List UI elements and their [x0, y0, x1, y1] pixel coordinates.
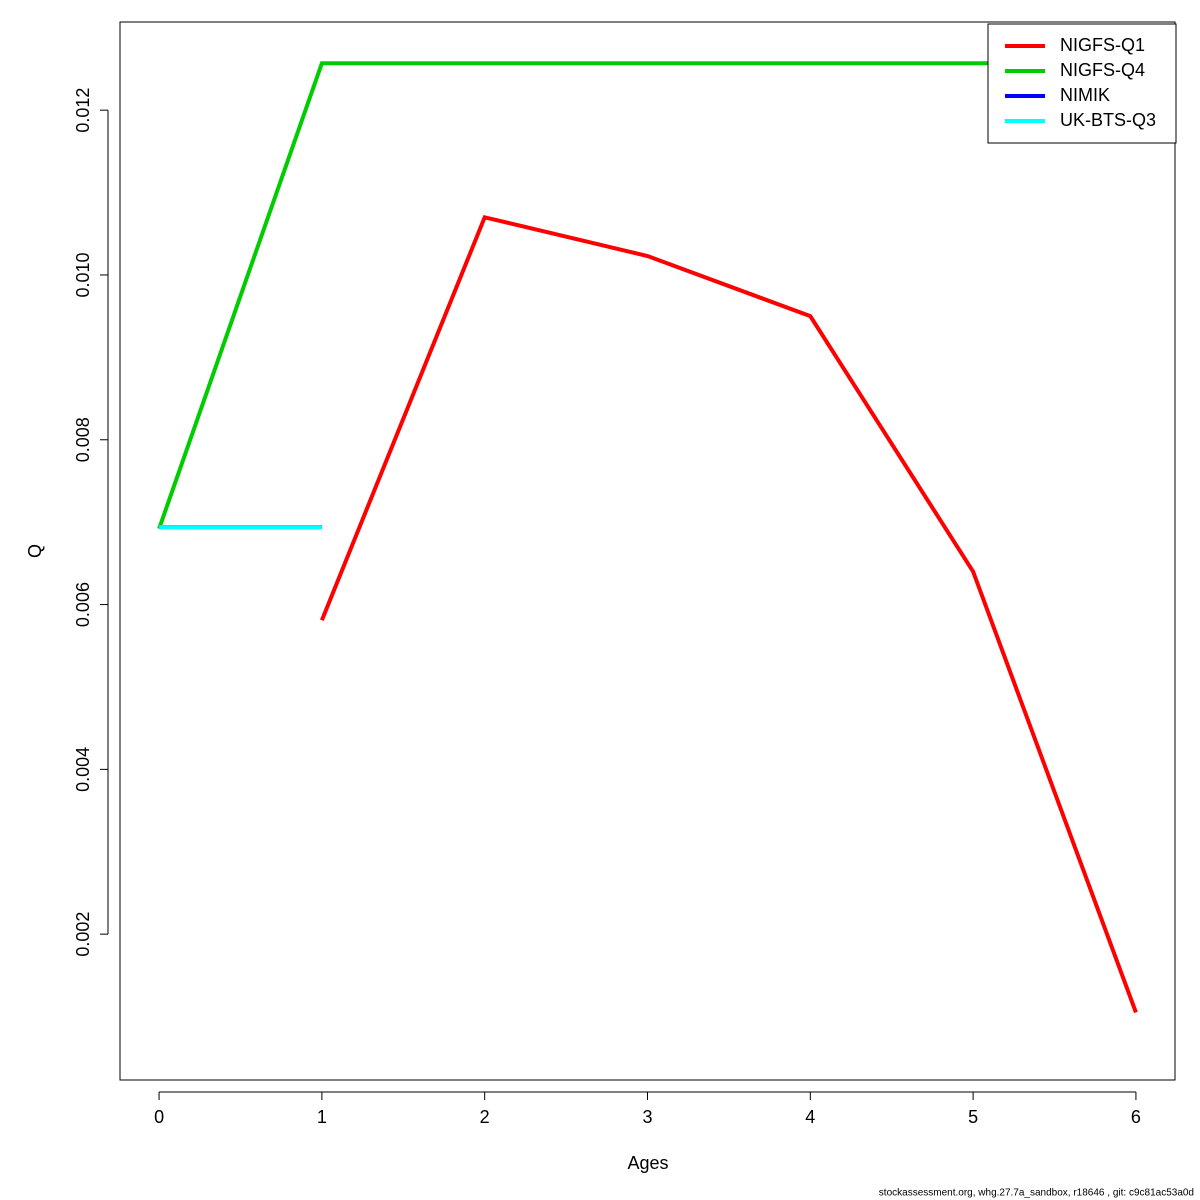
plot-frame	[119, 21, 1176, 1081]
x-tick-label: 2	[480, 1107, 490, 1127]
x-tick-label: 0	[154, 1107, 164, 1127]
x-tick-label: 1	[317, 1107, 327, 1127]
x-tick-label: 5	[968, 1107, 978, 1127]
y-tick-label: 0.002	[73, 912, 93, 957]
legend-box	[987, 23, 1177, 144]
x-tick-label: 4	[805, 1107, 815, 1127]
y-axis-label: Q	[25, 544, 45, 558]
y-tick-label: 0.010	[73, 252, 93, 297]
legend-label: NIGFS-Q4	[1060, 60, 1145, 80]
x-tick-label: 6	[1131, 1107, 1141, 1127]
footer: stockassessment.org, whg.27.7a_sandbox, …	[879, 1188, 1194, 1199]
y-tick-label: 0.012	[73, 88, 93, 133]
x-tick-label: 3	[642, 1107, 652, 1127]
legend-label: UK-BTS-Q3	[1060, 110, 1156, 130]
series-line	[320, 214, 1138, 1014]
y-tick-label: 0.008	[73, 417, 93, 462]
series-line	[157, 61, 1136, 530]
legend-label: NIGFS-Q1	[1060, 35, 1145, 55]
x-axis-label: Ages	[627, 1153, 668, 1173]
y-tick-label: 0.006	[73, 582, 93, 627]
y-tick-label: 0.004	[73, 747, 93, 792]
legend-label: NIMIK	[1060, 85, 1110, 105]
